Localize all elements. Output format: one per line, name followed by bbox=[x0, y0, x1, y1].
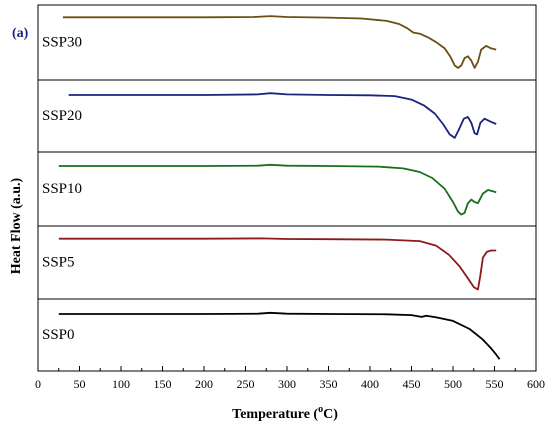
panel-ssp0: SSP0 bbox=[37, 298, 537, 372]
series-label-ssp20: SSP20 bbox=[42, 108, 82, 124]
series-label-ssp10: SSP10 bbox=[42, 181, 82, 197]
x-tick-label: 0 bbox=[35, 377, 41, 391]
x-tick-label: 550 bbox=[486, 377, 504, 391]
x-tick-label: 450 bbox=[403, 377, 421, 391]
x-tick-label: 500 bbox=[444, 377, 462, 391]
panels: SSP30 SSP20 SSP10 SSP5 SSP0 bbox=[37, 4, 537, 372]
panel-ssp5: SSP5 bbox=[37, 225, 537, 300]
x-tick-label: 100 bbox=[112, 377, 130, 391]
panel-ssp20: SSP20 bbox=[37, 79, 537, 153]
series-line-ssp30 bbox=[62, 15, 497, 69]
x-tick-label: 600 bbox=[527, 377, 545, 391]
panel-ssp30: SSP30 bbox=[37, 4, 537, 81]
series-line-ssp10 bbox=[58, 163, 497, 216]
x-axis: 0 50 100 150 200 250 300 350 400 450 500 550 600 bbox=[35, 366, 545, 391]
x-tick-label: 50 bbox=[74, 377, 86, 391]
series-line-ssp20 bbox=[68, 92, 497, 139]
series-label-ssp30: SSP30 bbox=[42, 35, 82, 51]
panel-frame bbox=[37, 79, 537, 153]
series-line-ssp5 bbox=[58, 237, 497, 291]
x-tick-label: 150 bbox=[154, 377, 172, 391]
series-label-ssp5: SSP5 bbox=[42, 255, 75, 271]
panel-tag: (a) bbox=[12, 26, 29, 41]
panel-frame bbox=[37, 298, 537, 372]
panel-ssp10: SSP10 bbox=[37, 151, 537, 227]
series-label-ssp0: SSP0 bbox=[42, 327, 75, 343]
series-line-ssp0 bbox=[58, 311, 501, 360]
y-axis-title: Heat Flow (a.u.) bbox=[9, 177, 24, 274]
x-tick-label: 400 bbox=[361, 377, 379, 391]
panel-frame bbox=[37, 225, 537, 300]
x-tick-label: 300 bbox=[278, 377, 296, 391]
x-tick-label: 250 bbox=[237, 377, 255, 391]
x-axis-title: Temperature (oC) bbox=[232, 404, 338, 422]
x-tick-label: 350 bbox=[320, 377, 338, 391]
x-tick-label: 200 bbox=[195, 377, 213, 391]
